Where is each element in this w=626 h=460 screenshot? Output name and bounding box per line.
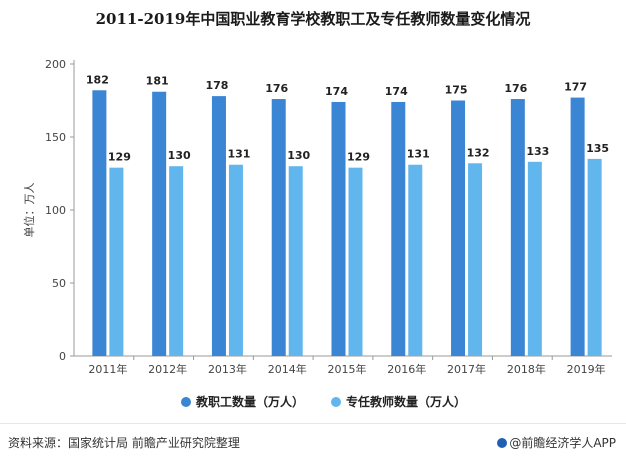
bar-staff-2015年 <box>331 101 346 357</box>
chart-data-labels: 182 129 181 130 178 131 176 130 174 129 174 131 175 1… <box>86 73 609 163</box>
x-tick-label: 2016年 <box>387 362 426 376</box>
bar-teacher-2013年 <box>228 164 243 356</box>
brand-credit-label: @前瞻经济学人APP <box>509 436 616 450</box>
bar-chart: 0 50 100 150 200 单位：万人 2011年 2012年 2013年 2014年 201… <box>22 58 612 409</box>
bar-teacher-2012年 <box>169 166 184 356</box>
bar-teacher-2019年 <box>587 158 602 356</box>
data-label: 176 <box>504 82 527 95</box>
x-tick-label: 2017年 <box>447 362 486 376</box>
x-tick-label: 2019年 <box>567 362 606 376</box>
bar-staff-2014年 <box>271 99 286 356</box>
y-tick-label: 50 <box>52 277 66 290</box>
x-tick-label: 2018年 <box>507 362 546 376</box>
x-tick-label: 2014年 <box>268 362 307 376</box>
x-tick-label: 2013年 <box>208 362 247 376</box>
bar-staff-2018年 <box>510 99 525 356</box>
bar-staff-2016年 <box>391 101 406 357</box>
legend-label-teacher: 专任教师数量（万人） <box>346 394 466 409</box>
y-tick-label: 100 <box>45 204 66 217</box>
chart-title: 2011-2019年中国职业教育学校教职工及专任教师数量变化情况 <box>95 10 531 28</box>
bar-staff-2011年 <box>92 90 107 356</box>
brand-credit: @前瞻经济学人APP <box>497 434 616 451</box>
data-label: 130 <box>168 149 191 162</box>
data-label: 181 <box>146 75 169 88</box>
source-note: 资料来源：国家统计局 前瞻产业研究院整理 <box>8 436 240 450</box>
data-label: 132 <box>467 146 490 159</box>
data-label: 175 <box>445 84 468 97</box>
data-label: 131 <box>227 148 250 161</box>
legend-marker-teacher <box>331 397 341 407</box>
data-label: 129 <box>108 151 131 164</box>
chart-axes: 0 50 100 150 200 单位：万人 2011年 2012年 2013年 2014年 201… <box>22 58 612 376</box>
bar-teacher-2015年 <box>348 167 363 356</box>
y-tick-label: 0 <box>59 350 66 363</box>
bar-teacher-2017年 <box>468 163 483 356</box>
data-label: 131 <box>407 148 430 161</box>
bar-teacher-2018年 <box>527 161 542 356</box>
bar-staff-2012年 <box>152 91 167 357</box>
data-label: 178 <box>205 79 228 92</box>
x-tick-label: 2012年 <box>148 362 187 376</box>
data-label: 182 <box>86 73 109 86</box>
brand-logo-icon <box>497 438 508 448</box>
data-label: 130 <box>287 149 310 162</box>
bar-staff-2017年 <box>451 100 466 356</box>
chart-bars <box>92 90 602 357</box>
chart-legend: 教职工数量（万人） 专任教师数量（万人） <box>181 394 466 409</box>
bar-teacher-2011年 <box>109 167 124 356</box>
data-label: 135 <box>586 142 609 155</box>
footer: 资料来源：国家统计局 前瞻产业研究院整理 @前瞻经济学人APP <box>0 423 626 460</box>
data-label: 174 <box>325 85 348 98</box>
bar-staff-2019年 <box>570 97 585 356</box>
legend-label-staff: 教职工数量（万人） <box>195 394 304 409</box>
bar-teacher-2014年 <box>288 166 303 356</box>
bar-staff-2013年 <box>211 96 226 357</box>
y-tick-label: 150 <box>45 131 66 144</box>
x-tick-label: 2011年 <box>88 362 127 376</box>
data-label: 133 <box>526 145 549 158</box>
x-tick-label: 2015年 <box>328 362 367 376</box>
legend-marker-staff <box>181 397 191 407</box>
data-label: 176 <box>265 82 288 95</box>
data-label: 174 <box>385 85 408 98</box>
y-axis-title: 单位：万人 <box>22 183 36 238</box>
data-label: 129 <box>347 151 370 164</box>
bar-teacher-2016年 <box>408 164 423 356</box>
y-tick-label: 200 <box>45 58 66 71</box>
data-label: 177 <box>564 81 587 94</box>
